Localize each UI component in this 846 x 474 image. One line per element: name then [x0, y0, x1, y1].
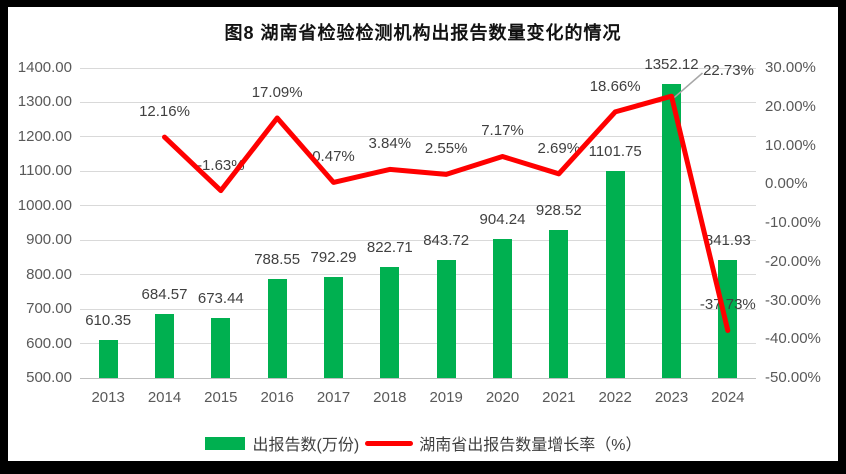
- gridline: [80, 205, 756, 207]
- gridline: [80, 67, 756, 69]
- x-axis-label-2014: 2014: [147, 389, 182, 406]
- bar-2020: [493, 238, 512, 378]
- bar-series-swatch: [204, 436, 245, 450]
- bar-2022: [605, 170, 625, 378]
- x-axis-label-2013: 2013: [91, 389, 125, 406]
- right-axis-tick: -20.00%: [765, 252, 821, 270]
- bar-value-label: 841.93: [704, 232, 751, 250]
- bar-2017: [324, 277, 343, 378]
- gridline: [80, 274, 756, 276]
- right-axis-tick: -50.00%: [765, 369, 821, 386]
- x-axis-label-2016: 2016: [260, 389, 294, 406]
- growth-rate-label: 12.16%: [139, 103, 190, 121]
- growth-rate-label: -1.63%: [197, 156, 245, 174]
- bar-2021: [549, 230, 569, 378]
- bar-value-label: 928.52: [535, 202, 582, 220]
- chart-canvas: 图8 湖南省检验检测机构出报告数量变化的情况 出报告数(万份) 湖南省出报告数量…: [8, 7, 838, 461]
- growth-rate-label: 2.55%: [424, 140, 468, 158]
- left-axis-tick: 900.00: [26, 231, 72, 249]
- left-axis-tick: 1300.00: [17, 93, 72, 111]
- gridline: [80, 343, 756, 345]
- bar-2016: [267, 278, 287, 378]
- left-axis-tick: 500.00: [26, 369, 72, 386]
- left-axis-tick: 700.00: [26, 300, 72, 318]
- gridline: [80, 308, 756, 310]
- left-axis-tick: 800.00: [26, 265, 72, 283]
- x-axis-label-2024: 2024: [711, 389, 745, 406]
- growth-rate-label: 7.17%: [481, 122, 524, 140]
- x-axis-label-2015: 2015: [204, 389, 238, 406]
- left-axis-tick: 1400.00: [17, 59, 72, 76]
- chart-title: 图8 湖南省检验检测机构出报告数量变化的情况: [224, 23, 622, 43]
- line-series-swatch: [365, 440, 414, 446]
- right-axis-tick: -10.00%: [765, 214, 821, 231]
- left-axis-tick: 1100.00: [18, 162, 72, 180]
- left-axis-tick: 1200.00: [17, 127, 72, 145]
- bar-2014: [155, 314, 174, 378]
- bar-2013: [98, 339, 118, 378]
- x-axis-label-2018: 2018: [373, 389, 407, 406]
- growth-rate-label: 17.09%: [251, 84, 303, 102]
- bar-series-label: 出报告数(万份): [252, 437, 360, 454]
- x-axis-label-2022: 2022: [598, 389, 632, 406]
- bar-value-label: 610.35: [85, 311, 132, 329]
- right-axis-tick: 30.00%: [765, 59, 816, 76]
- right-axis-tick: -30.00%: [765, 291, 821, 309]
- bar-2019: [436, 259, 456, 378]
- right-axis-tick: 0.00%: [765, 175, 808, 193]
- left-axis-tick: 1000.00: [17, 196, 72, 214]
- right-axis-tick: 20.00%: [765, 97, 816, 115]
- right-axis-tick: 10.00%: [765, 136, 816, 154]
- line-series-label: 湖南省出报告数量增长率（%）: [419, 437, 642, 454]
- x-axis-label-2020: 2020: [485, 389, 520, 406]
- bar-value-label: 1352.12: [644, 56, 699, 74]
- bar-2015: [211, 318, 231, 378]
- bar-2023: [662, 84, 681, 378]
- x-axis-label-2019: 2019: [429, 389, 463, 406]
- growth-rate-label: 18.66%: [589, 77, 641, 95]
- x-axis-label-2017: 2017: [316, 389, 351, 406]
- bar-2024: [718, 260, 738, 378]
- right-axis-tick: -40.00%: [765, 330, 821, 348]
- legend: 出报告数(万份) 湖南省出报告数量增长率（%）: [8, 431, 838, 455]
- bar-value-label: 673.44: [197, 290, 244, 308]
- x-axis-line: [80, 377, 756, 379]
- growth-rate-label: -37.73%: [699, 296, 756, 314]
- growth-rate-label: 22.73%: [703, 62, 754, 80]
- left-axis-tick: 600.00: [26, 334, 72, 352]
- bar-2018: [380, 266, 400, 378]
- x-axis-label-2023: 2023: [654, 389, 689, 406]
- growth-rate-label: 2.69%: [537, 139, 581, 157]
- x-axis-label-2021: 2021: [542, 389, 576, 406]
- bar-value-label: 843.72: [423, 231, 470, 249]
